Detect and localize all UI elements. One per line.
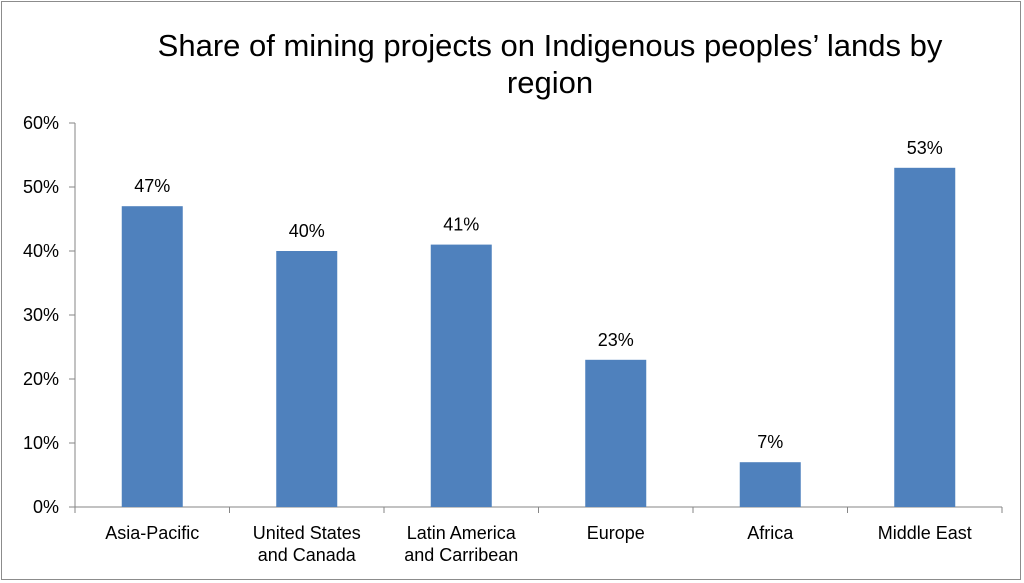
bar [739,462,801,507]
bar [894,167,956,508]
bar [121,206,183,507]
y-tick-label: 40% [23,241,59,261]
chart-title: Share of mining projects on Indigenous p… [158,28,943,100]
category-label: United States [253,523,361,543]
y-tick-label: 50% [23,177,59,197]
category-label: Middle East [878,523,972,543]
bar [585,359,647,507]
y-tick-label: 30% [23,305,59,325]
chart-title-line-2: region [507,65,593,100]
category-label: Asia-Pacific [105,523,199,543]
y-tick-label: 60% [23,113,59,133]
chart-axes: 0% 10% 20% 30% 40% 50% 60% [23,113,1003,517]
category-label: Europe [587,523,645,543]
chart-data-labels: 47% 40% 41% 23% 7% 53% [134,138,943,452]
category-label: Latin America [407,523,517,543]
chart-title-line-1: Share of mining projects on Indigenous p… [158,28,943,63]
data-label: 41% [443,215,479,235]
bar [430,244,492,507]
data-label: 40% [289,221,325,241]
y-tick-label: 10% [23,433,59,453]
chart-bars [121,167,956,508]
data-label: 53% [907,138,943,158]
data-label: 47% [134,176,170,196]
data-label: 23% [598,330,634,350]
category-label: and Canada [258,545,357,565]
y-tick-label: 20% [23,369,59,389]
y-tick-label: 0% [33,497,59,517]
category-label: Africa [747,523,794,543]
bar [276,251,338,507]
data-label: 7% [757,432,783,452]
category-label: and Carribean [404,545,518,565]
